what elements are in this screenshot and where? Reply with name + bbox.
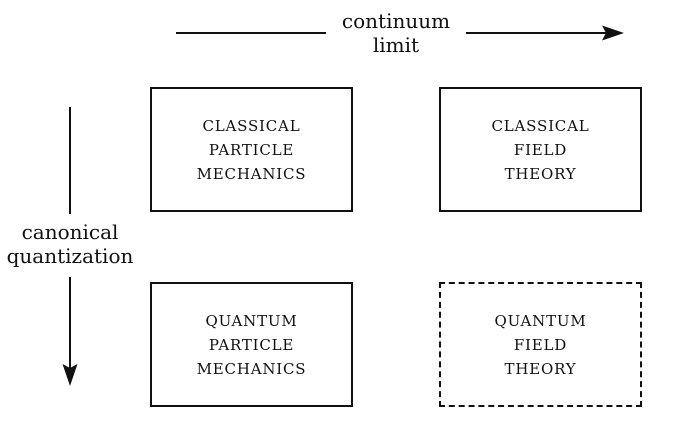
classical-particle-mechanics-box: CLASSICAL PARTICLE MECHANICS [150,87,353,212]
quantization-label-line-2: quantization [6,244,134,268]
quantum-particle-mechanics-box: QUANTUM PARTICLE MECHANICS [150,282,353,407]
quantum-field-theory-box: QUANTUM FIELD THEORY [439,282,642,407]
box-line: MECHANICS [196,359,307,378]
classical-field-theory-text: CLASSICAL FIELD THEORY [492,114,590,186]
box-line: QUANTUM [205,311,298,330]
box-line: PARTICLE [208,140,295,159]
box-line: CLASSICAL [202,116,301,135]
quantization-label-line-1: canonical [21,220,119,244]
continuum-arrow-head [602,25,624,41]
quantization-arrow-head [62,364,78,386]
box-line: QUANTUM [494,311,587,330]
box-line: FIELD [513,140,568,159]
continuum-label-line-1: continuum [341,9,451,33]
box-line: CLASSICAL [491,116,590,135]
continuum-label-line-2: limit [372,33,420,57]
canonical-quantization-label: canonical quantization [0,220,140,268]
quantum-field-theory-text: QUANTUM FIELD THEORY [494,309,586,381]
quantum-particle-mechanics-text: QUANTUM PARTICLE MECHANICS [197,309,307,381]
continuum-limit-label: continuum limit [331,9,461,57]
box-line: PARTICLE [208,335,295,354]
box-line: THEORY [504,164,577,183]
box-line: THEORY [504,359,577,378]
box-line: MECHANICS [196,164,307,183]
classical-particle-mechanics-text: CLASSICAL PARTICLE MECHANICS [197,114,307,186]
box-line: FIELD [513,335,568,354]
classical-field-theory-box: CLASSICAL FIELD THEORY [439,87,642,212]
